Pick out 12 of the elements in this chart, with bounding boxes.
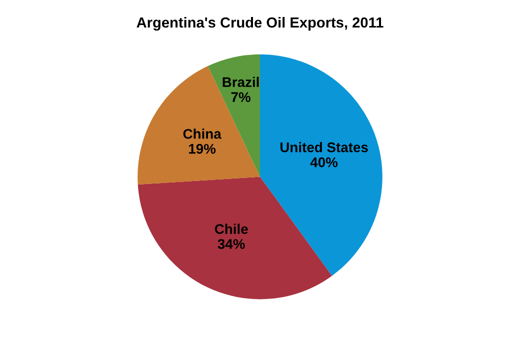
data-label: 40% (310, 157, 338, 168)
chart-title: Argentina's Crude Oil Exports, 2011 (136, 16, 384, 31)
slice-label: Brazil (222, 76, 259, 88)
slice-label: United States (280, 142, 368, 152)
slice-label: Chile (214, 224, 248, 234)
data-label: 34% (218, 239, 245, 249)
slice-label: China (183, 128, 222, 139)
data-label: 7% (231, 92, 250, 102)
pie-slice (260, 54, 382, 276)
pie-slice (138, 176, 332, 300)
pie-slice (138, 66, 260, 184)
data-label: 19% (189, 144, 216, 154)
